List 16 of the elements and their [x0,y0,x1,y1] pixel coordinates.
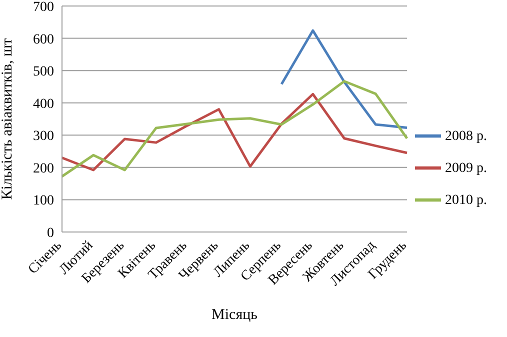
legend-label: 2009 р. [445,160,487,176]
y-tick-label: 700 [33,0,54,15]
y-tick-label: 100 [33,194,54,209]
y-tick-label: 200 [33,161,54,176]
y-tick-label: 600 [33,32,54,48]
y-tick-label: 300 [33,129,54,144]
y-tick-label: 0 [47,226,54,241]
line-series [280,29,408,129]
line-series [60,80,408,178]
x-axis-title: Місяць [212,307,258,323]
legend-label: 2008 р. [445,128,487,144]
line-series [60,92,408,172]
y-tick-label: 500 [33,64,54,80]
y-axis-title: Кількість авіаквитків, шт [0,38,16,200]
legend-label: 2010 р. [445,192,487,208]
y-tick-label: 400 [33,96,54,112]
